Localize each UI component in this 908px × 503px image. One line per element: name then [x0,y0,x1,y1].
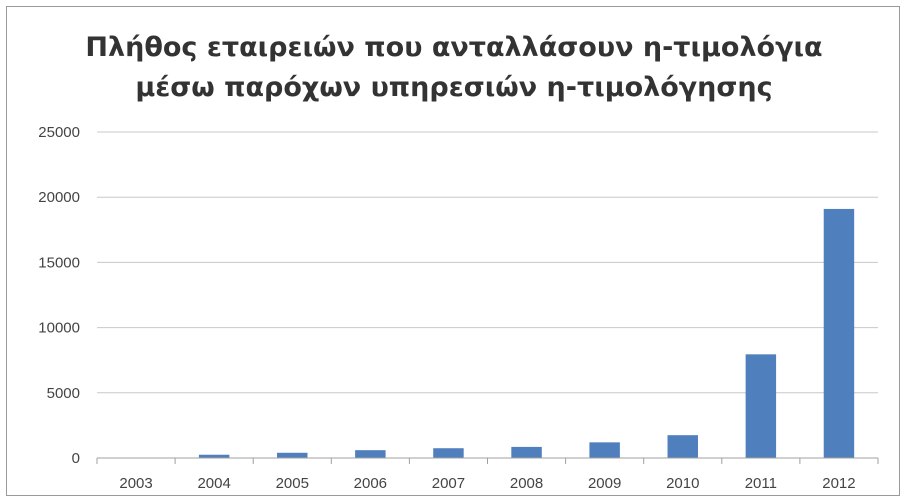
chart-title-line-1: Πλήθος εταιρειών που ανταλλάσουν η-τιμολ… [85,32,823,63]
gridlines [97,131,878,394]
x-tick-label: 2003 [119,475,152,492]
bar [355,450,386,458]
x-tick-label: 2008 [510,475,543,492]
bar [823,208,855,458]
y-tick-label: 20000 [38,189,80,206]
bar [589,442,620,458]
bar [198,454,230,458]
bar [511,446,542,458]
y-tick-label: 0 [72,450,80,467]
x-axis-ticks: 2003 2004 2005 2006 2007 2008 2009 2010 2011 2012 [96,458,879,492]
bar [433,448,464,458]
bar [667,435,698,458]
x-tick-label: 2011 [745,475,777,492]
x-tick-label: 2006 [354,475,387,492]
bar [745,354,777,458]
y-axis-ticks: 0 5000 10000 15000 20000 25000 [38,124,80,467]
x-tick-label: 2007 [432,475,465,492]
chart-title: Πλήθος εταιρειών που ανταλλάσουν η-τιμολ… [0,28,908,108]
x-tick-label: 2012 [822,475,855,492]
y-tick-label: 10000 [38,320,80,337]
bar [277,452,308,458]
x-tick-label: 2009 [588,475,621,492]
y-tick-label: 25000 [38,124,80,141]
x-tick-label: 2004 [197,475,230,492]
y-tick-label: 5000 [47,385,80,402]
y-tick-label: 15000 [38,254,80,271]
x-tick-label: 2010 [666,475,699,492]
x-tick-label: 2005 [276,475,309,492]
bars [120,208,855,458]
chart-title-line-2: μέσω παρόχων υπηρεσιών η-τιμολόγησης [135,72,773,103]
